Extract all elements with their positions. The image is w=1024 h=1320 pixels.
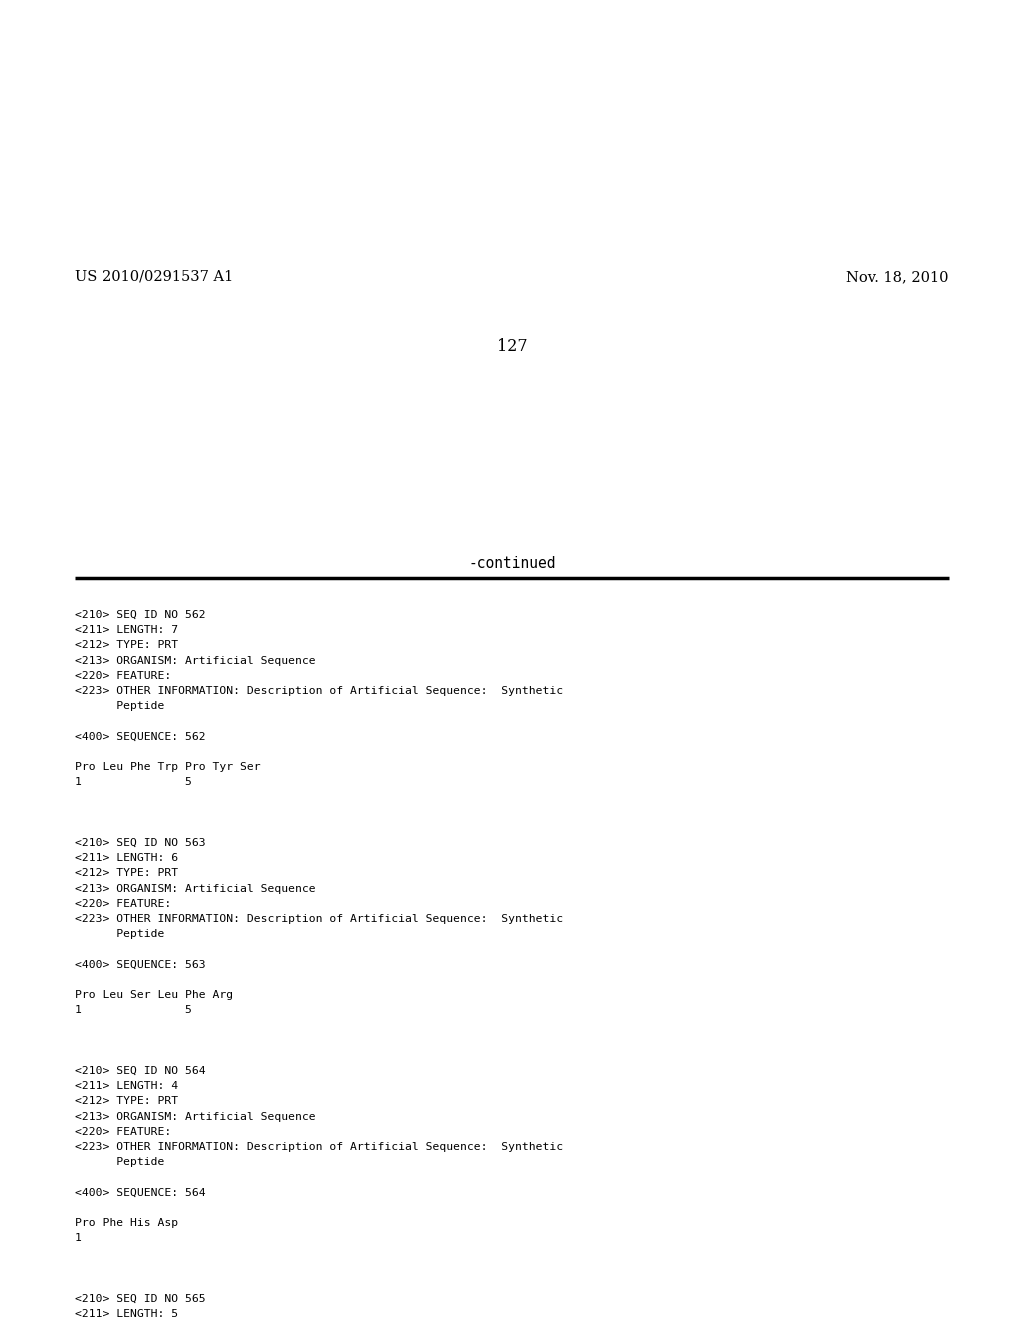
Text: <210> SEQ ID NO 563: <210> SEQ ID NO 563 bbox=[75, 838, 206, 847]
Text: Peptide: Peptide bbox=[75, 929, 165, 940]
Text: 1               5: 1 5 bbox=[75, 1006, 191, 1015]
Text: Pro Phe His Asp: Pro Phe His Asp bbox=[75, 1218, 178, 1228]
Text: <210> SEQ ID NO 562: <210> SEQ ID NO 562 bbox=[75, 610, 206, 620]
Text: <212> TYPE: PRT: <212> TYPE: PRT bbox=[75, 869, 178, 878]
Text: <400> SEQUENCE: 562: <400> SEQUENCE: 562 bbox=[75, 731, 206, 742]
Text: <212> TYPE: PRT: <212> TYPE: PRT bbox=[75, 640, 178, 651]
Text: Pro Leu Ser Leu Phe Arg: Pro Leu Ser Leu Phe Arg bbox=[75, 990, 233, 1001]
Text: <210> SEQ ID NO 565: <210> SEQ ID NO 565 bbox=[75, 1294, 206, 1304]
Text: <213> ORGANISM: Artificial Sequence: <213> ORGANISM: Artificial Sequence bbox=[75, 883, 315, 894]
Text: -continued: -continued bbox=[468, 556, 556, 572]
Text: <211> LENGTH: 6: <211> LENGTH: 6 bbox=[75, 853, 178, 863]
Text: 1: 1 bbox=[75, 1233, 82, 1243]
Text: <223> OTHER INFORMATION: Description of Artificial Sequence:  Synthetic: <223> OTHER INFORMATION: Description of … bbox=[75, 686, 563, 696]
Text: <211> LENGTH: 4: <211> LENGTH: 4 bbox=[75, 1081, 178, 1092]
Text: <213> ORGANISM: Artificial Sequence: <213> ORGANISM: Artificial Sequence bbox=[75, 1111, 315, 1122]
Text: 127: 127 bbox=[497, 338, 527, 355]
Text: <220> FEATURE:: <220> FEATURE: bbox=[75, 671, 171, 681]
Text: <223> OTHER INFORMATION: Description of Artificial Sequence:  Synthetic: <223> OTHER INFORMATION: Description of … bbox=[75, 1142, 563, 1152]
Text: US 2010/0291537 A1: US 2010/0291537 A1 bbox=[75, 271, 233, 284]
Text: Nov. 18, 2010: Nov. 18, 2010 bbox=[847, 271, 949, 284]
Text: <212> TYPE: PRT: <212> TYPE: PRT bbox=[75, 1097, 178, 1106]
Text: <400> SEQUENCE: 563: <400> SEQUENCE: 563 bbox=[75, 960, 206, 970]
Text: <220> FEATURE:: <220> FEATURE: bbox=[75, 899, 171, 908]
Text: <213> ORGANISM: Artificial Sequence: <213> ORGANISM: Artificial Sequence bbox=[75, 656, 315, 665]
Text: <400> SEQUENCE: 564: <400> SEQUENCE: 564 bbox=[75, 1188, 206, 1197]
Text: <223> OTHER INFORMATION: Description of Artificial Sequence:  Synthetic: <223> OTHER INFORMATION: Description of … bbox=[75, 913, 563, 924]
Text: <211> LENGTH: 5: <211> LENGTH: 5 bbox=[75, 1309, 178, 1319]
Text: 1               5: 1 5 bbox=[75, 777, 191, 787]
Text: Peptide: Peptide bbox=[75, 1158, 165, 1167]
Text: <210> SEQ ID NO 564: <210> SEQ ID NO 564 bbox=[75, 1067, 206, 1076]
Text: Peptide: Peptide bbox=[75, 701, 165, 711]
Text: <220> FEATURE:: <220> FEATURE: bbox=[75, 1127, 171, 1137]
Text: <211> LENGTH: 7: <211> LENGTH: 7 bbox=[75, 626, 178, 635]
Text: Pro Leu Phe Trp Pro Tyr Ser: Pro Leu Phe Trp Pro Tyr Ser bbox=[75, 762, 261, 772]
